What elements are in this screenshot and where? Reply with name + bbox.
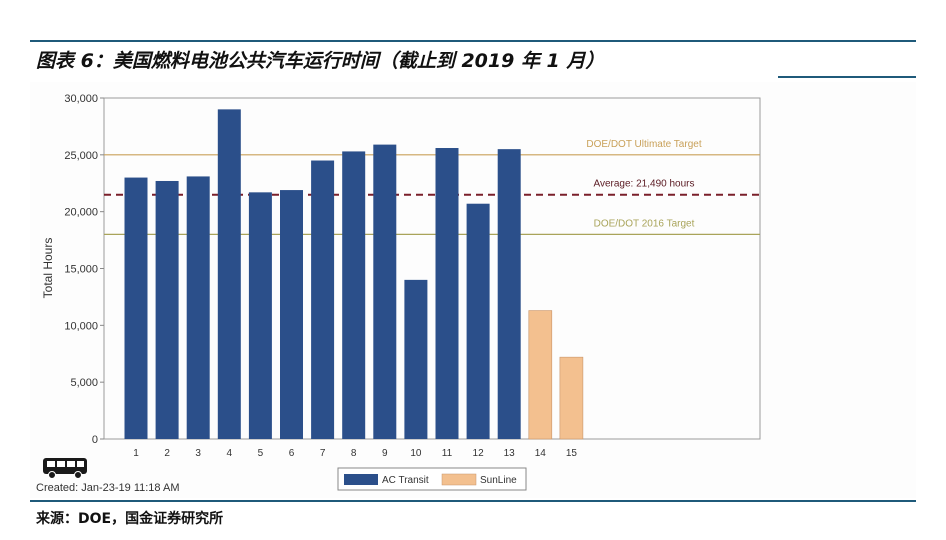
top-rule (30, 40, 916, 42)
reference-lines: DOE/DOT Ultimate Target Average: 21,490 h… (104, 139, 760, 235)
x-tick-label: 9 (382, 448, 388, 459)
bar (404, 279, 428, 439)
x-tick-label: 13 (504, 448, 516, 459)
legend-label-ac-transit: AC Transit (382, 475, 429, 486)
bottom-rule (30, 500, 916, 502)
y-tick-label: 0 (92, 434, 98, 446)
bar (280, 190, 303, 439)
title-side-rule (778, 76, 916, 78)
legend-swatch-ac-transit (344, 474, 378, 485)
bar (559, 356, 584, 440)
x-tick-label: 1 (133, 448, 139, 459)
source-note: 来源：DOE，国金证券研究所 (36, 511, 224, 527)
y-tick-label: 15,000 (64, 264, 98, 276)
legend-label-sunline: SunLine (480, 475, 517, 486)
x-tick-label: 6 (289, 448, 295, 459)
reference-line-label: DOE/DOT 2016 Target (594, 218, 695, 229)
bar (124, 177, 148, 440)
x-tick-label: 4 (227, 448, 233, 459)
bar (217, 109, 241, 439)
legend-swatch-sunline (441, 473, 477, 486)
bar (497, 149, 521, 439)
bar (528, 310, 553, 440)
bar (155, 180, 179, 439)
x-tick-label: 10 (410, 448, 422, 459)
figure-title: 图表 6：美国燃料电池公共汽车运行时间（截止到 2019 年 1 月） (36, 50, 605, 72)
y-axis-label: Total Hours (41, 238, 55, 299)
x-tick-label: 7 (320, 448, 326, 459)
legend: AC Transit SunLine (337, 467, 527, 491)
x-tick-label: 2 (164, 448, 170, 459)
bar (248, 192, 272, 439)
y-tick-label: 20,000 (64, 207, 98, 219)
reference-line-label: DOE/DOT Ultimate Target (586, 139, 701, 150)
x-tick-label: 3 (195, 448, 201, 459)
bar (342, 151, 366, 439)
bar (373, 144, 397, 439)
x-tick-label: 11 (442, 448, 453, 459)
y-ticks: 0 5,000 10,000 15,000 20,000 25,000 30,000 (64, 93, 104, 446)
legend-frame (337, 467, 527, 491)
bars (124, 109, 584, 440)
y-tick-label: 5,000 (70, 377, 98, 389)
bar (311, 160, 335, 439)
reference-line-label: Average: 21,490 hours (593, 179, 694, 190)
x-tick-label: 15 (566, 448, 578, 459)
bar (186, 176, 210, 439)
x-tick-label: 5 (258, 448, 264, 459)
x-tick-label: 14 (535, 448, 547, 459)
y-tick-label: 10,000 (64, 320, 98, 332)
y-tick-label: 30,000 (64, 93, 98, 105)
x-tick-label: 8 (351, 448, 357, 459)
bar (435, 148, 459, 439)
x-ticks: 1 2 3 4 5 6 7 8 9 10 11 12 13 14 15 (133, 448, 577, 459)
created-timestamp: Created: Jan-23-19 11:18 AM (36, 482, 180, 494)
x-tick-label: 12 (473, 448, 485, 459)
bus-icon (43, 458, 87, 479)
bar (466, 203, 490, 439)
y-tick-label: 25,000 (64, 150, 98, 162)
